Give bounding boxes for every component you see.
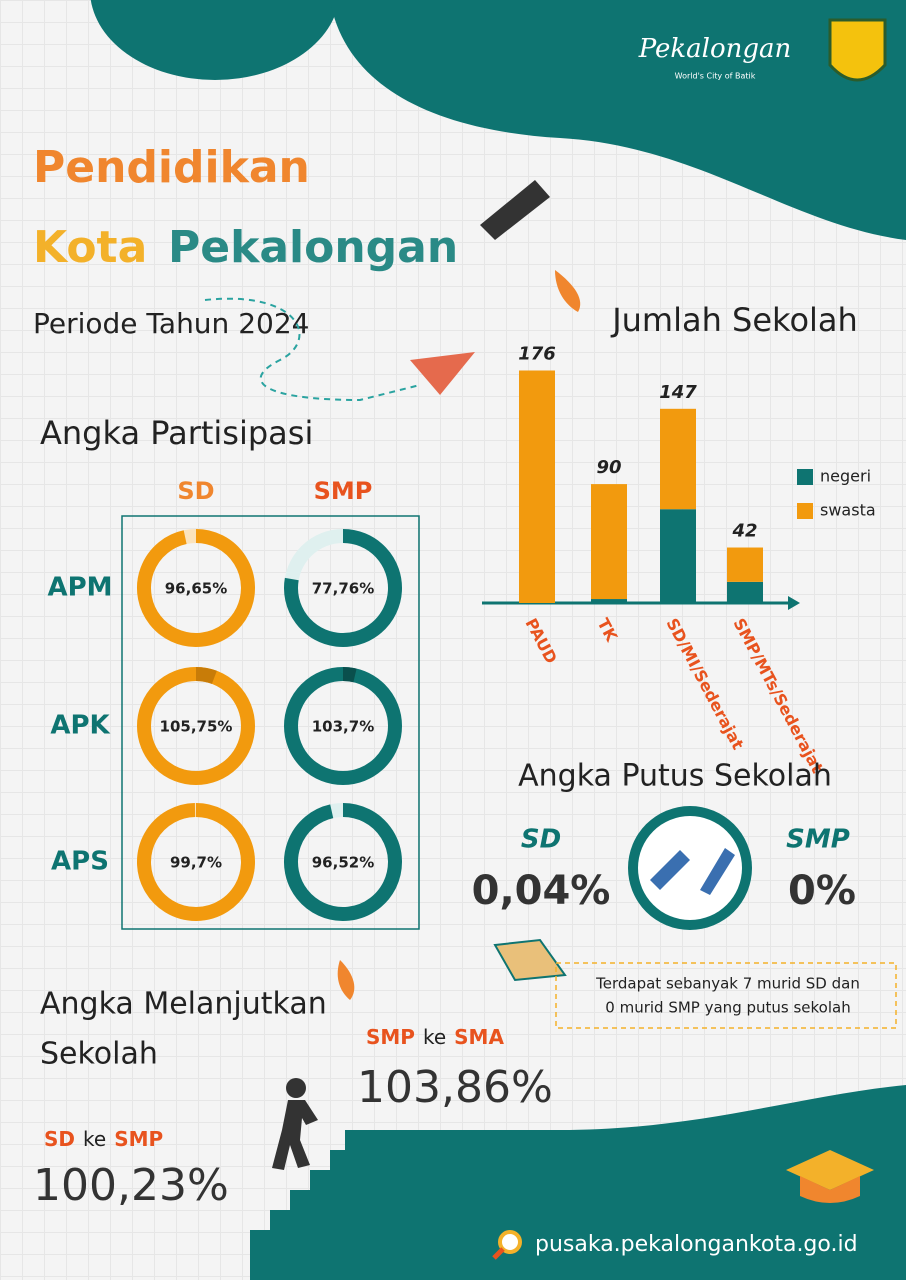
from-level: SMP (366, 1025, 415, 1049)
to-level: SMP (114, 1127, 163, 1151)
column-header: SD (177, 477, 214, 505)
broken-pencil (650, 848, 735, 895)
section-title: Angka Partisipasi (40, 414, 313, 452)
top-wave (330, 0, 906, 240)
person-body (272, 1100, 318, 1170)
legend-swatch (797, 469, 813, 485)
donut-arc (284, 529, 402, 647)
logo-text: Pekalongan (638, 34, 792, 64)
connector: ke (423, 1025, 446, 1049)
connector: ke (83, 1127, 106, 1151)
transition-value: 103,86% (357, 1062, 553, 1113)
row-label: APM (47, 573, 112, 603)
search-icon (498, 1230, 522, 1254)
donut-overflow (195, 667, 217, 685)
donut-label: 105,75% (160, 718, 233, 736)
donut-overflow (342, 667, 357, 683)
section-title: Sekolah (40, 1037, 158, 1072)
donut-label: 96,52% (312, 854, 374, 872)
note-line: Terdapat sebanyak 7 murid SD dan (595, 975, 860, 993)
category-label: SD/MI/Sederajat (662, 615, 747, 753)
section-title: Angka Melanjutkan (40, 987, 327, 1022)
feather-icon (555, 270, 581, 312)
bar-total: 42 (731, 521, 757, 542)
bottom-stairs (250, 1085, 906, 1280)
pencil-icon (480, 180, 550, 240)
logo-tagline: World's City of Batik (675, 72, 756, 81)
bar-segment (660, 408, 696, 510)
bar-total: 90 (596, 457, 621, 478)
column-header: SMP (314, 477, 373, 505)
donut-label: 77,76% (312, 580, 374, 598)
icon-inner (638, 816, 742, 920)
bar-total: 176 (518, 343, 556, 364)
title-city: Pekalongan (168, 222, 458, 273)
feather-icon (337, 960, 355, 1000)
row-label: APS (51, 847, 109, 877)
grad-cap-base (800, 1176, 860, 1203)
bar-segment (727, 581, 763, 603)
dashed-trail (204, 297, 421, 402)
person-head (286, 1078, 306, 1098)
participation-box (121, 515, 420, 930)
city-emblem (828, 18, 887, 82)
legend-swatch (797, 503, 813, 519)
search-handle (492, 1247, 505, 1260)
row-label: APK (50, 711, 110, 741)
category-label: SMP/MTs/Sederajat (729, 615, 827, 776)
bar-segment (727, 547, 763, 582)
paper-plane (410, 352, 475, 395)
bar-segment (519, 370, 555, 603)
bar-segment (591, 599, 627, 603)
bar-total: 147 (659, 382, 697, 403)
legend-label: swasta (820, 501, 876, 520)
donut-label: 103,7% (312, 718, 374, 736)
smp-label: SMP (786, 825, 850, 855)
note-box (555, 962, 897, 1029)
transition-value: 100,23% (33, 1160, 229, 1211)
bar-segment (591, 484, 627, 600)
note-line: 0 murid SMP yang putus sekolah (605, 999, 850, 1017)
title-line1: Pendidikan (33, 142, 310, 193)
donut-arc (284, 803, 402, 921)
transition-label: SD ke SMP (44, 1127, 163, 1151)
chart-title: Jumlah Sekolah (610, 301, 858, 339)
donut-label: 99,7% (170, 854, 222, 872)
person-icon (272, 1078, 318, 1170)
top-blob (90, 0, 340, 80)
legend-label: negeri (820, 467, 871, 486)
period: Periode Tahun 2024 (33, 307, 309, 340)
footer-url: pusaka.pekalongankota.go.id (535, 1232, 858, 1257)
sd-dropout: 0,04% (472, 868, 611, 914)
bar-segment (660, 509, 696, 603)
section-title: Angka Putus Sekolah (518, 759, 832, 794)
smp-dropout: 0% (788, 868, 856, 914)
sd-label: SD (521, 825, 561, 855)
to-level: SMA (454, 1025, 504, 1049)
title-kota: Kota (33, 222, 147, 273)
donut-arc (137, 529, 255, 647)
axis-arrow (788, 596, 800, 610)
category-label: PAUD (521, 615, 561, 667)
donut-arc (137, 803, 255, 921)
donut-label: 96,65% (165, 580, 227, 598)
transition-label: SMP ke SMA (366, 1025, 504, 1049)
book-icon (493, 938, 567, 982)
category-label: TK (593, 615, 621, 645)
from-level: SD (44, 1127, 75, 1151)
